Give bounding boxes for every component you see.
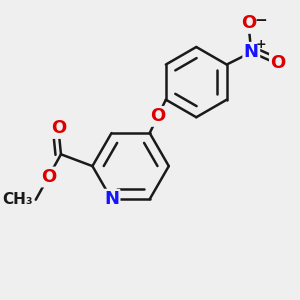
Text: CH₃: CH₃ — [2, 192, 33, 207]
Text: O: O — [51, 119, 66, 137]
Text: O: O — [150, 107, 165, 125]
Text: N: N — [104, 190, 119, 208]
Text: O: O — [270, 54, 286, 72]
Text: O: O — [41, 168, 56, 186]
Text: +: + — [255, 38, 266, 51]
Text: −: − — [255, 13, 267, 28]
Text: N: N — [244, 43, 259, 61]
Text: O: O — [241, 14, 256, 32]
